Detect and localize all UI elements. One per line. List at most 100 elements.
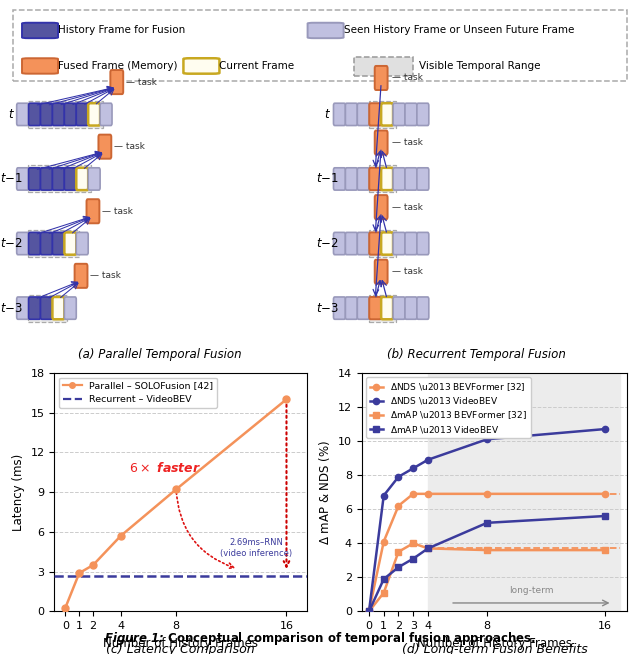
FancyBboxPatch shape xyxy=(29,232,40,254)
FancyBboxPatch shape xyxy=(333,103,346,126)
FancyBboxPatch shape xyxy=(375,195,388,219)
FancyBboxPatch shape xyxy=(100,103,112,126)
Text: Fused Frame (Memory): Fused Frame (Memory) xyxy=(58,61,177,71)
$\Delta$NDS \u2013 BEVFormer [32] xyxy=(395,502,403,509)
FancyBboxPatch shape xyxy=(65,297,76,319)
FancyBboxPatch shape xyxy=(369,168,381,190)
Legend: $\Delta$NDS \u2013 BEVFormer [32], $\Delta$NDS \u2013 VideoBEV, $\Delta$mAP \u20: $\Delta$NDS \u2013 BEVFormer [32], $\Del… xyxy=(366,377,531,438)
Text: $t$: $t$ xyxy=(324,108,332,121)
FancyBboxPatch shape xyxy=(13,10,627,80)
Text: $t{-}3$: $t{-}3$ xyxy=(316,301,339,315)
FancyBboxPatch shape xyxy=(88,103,100,126)
FancyBboxPatch shape xyxy=(28,294,67,322)
FancyBboxPatch shape xyxy=(333,232,346,254)
Text: (c) Latency Comparison: (c) Latency Comparison xyxy=(106,644,255,654)
FancyBboxPatch shape xyxy=(28,101,103,128)
$\Delta$NDS \u2013 VideoBEV xyxy=(395,473,403,481)
FancyBboxPatch shape xyxy=(17,103,29,126)
Text: Seen History Frame or Unseen Future Frame: Seen History Frame or Unseen Future Fram… xyxy=(344,26,574,35)
FancyBboxPatch shape xyxy=(52,232,65,254)
$\Delta$mAP \u2013 VideoBEV xyxy=(365,608,373,615)
FancyBboxPatch shape xyxy=(346,232,357,254)
Text: (b) Recurrent Temporal Fusion: (b) Recurrent Temporal Fusion xyxy=(387,348,566,361)
FancyBboxPatch shape xyxy=(357,232,369,254)
$\Delta$mAP \u2013 VideoBEV xyxy=(483,519,491,526)
FancyBboxPatch shape xyxy=(99,135,111,159)
FancyBboxPatch shape xyxy=(52,297,65,319)
Text: $t{-}2$: $t{-}2$ xyxy=(316,237,339,250)
Text: — task: — task xyxy=(392,267,423,276)
$\Delta$NDS \u2013 VideoBEV xyxy=(365,608,373,615)
FancyBboxPatch shape xyxy=(405,297,417,319)
FancyBboxPatch shape xyxy=(405,103,417,126)
FancyBboxPatch shape xyxy=(76,232,88,254)
$\Delta$mAP \u2013 BEVFormer [32] xyxy=(410,540,417,547)
Text: — task: — task xyxy=(392,138,423,147)
$\Delta$NDS \u2013 BEVFormer [32] xyxy=(410,490,417,498)
Text: History Frame for Fusion: History Frame for Fusion xyxy=(58,26,185,35)
$\Delta$NDS \u2013 VideoBEV xyxy=(410,464,417,472)
X-axis label: Number of History Frames: Number of History Frames xyxy=(417,637,572,650)
FancyBboxPatch shape xyxy=(28,165,92,192)
FancyBboxPatch shape xyxy=(369,294,396,322)
Line: $\Delta$mAP \u2013 VideoBEV: $\Delta$mAP \u2013 VideoBEV xyxy=(366,513,608,615)
Text: 2.69ms–RNN
(video inference): 2.69ms–RNN (video inference) xyxy=(220,538,292,557)
$\Delta$mAP \u2013 BEVFormer [32] xyxy=(395,548,403,556)
$\Delta$mAP \u2013 VideoBEV xyxy=(410,555,417,562)
$\Delta$NDS \u2013 VideoBEV xyxy=(483,436,491,443)
FancyBboxPatch shape xyxy=(346,168,357,190)
FancyBboxPatch shape xyxy=(52,103,65,126)
FancyBboxPatch shape xyxy=(357,297,369,319)
FancyBboxPatch shape xyxy=(40,297,52,319)
Text: (a) Parallel Temporal Fusion: (a) Parallel Temporal Fusion xyxy=(78,348,242,361)
$\Delta$NDS \u2013 VideoBEV xyxy=(424,456,432,464)
FancyBboxPatch shape xyxy=(333,168,346,190)
Text: — task: — task xyxy=(115,142,145,151)
$\Delta$mAP \u2013 VideoBEV xyxy=(395,563,403,571)
Text: $t{-}1$: $t{-}1$ xyxy=(0,173,22,186)
FancyBboxPatch shape xyxy=(110,70,124,94)
FancyBboxPatch shape xyxy=(381,103,393,126)
Text: — task: — task xyxy=(102,207,133,216)
FancyBboxPatch shape xyxy=(65,232,76,254)
FancyBboxPatch shape xyxy=(357,168,369,190)
FancyBboxPatch shape xyxy=(393,103,405,126)
FancyBboxPatch shape xyxy=(40,168,52,190)
FancyBboxPatch shape xyxy=(405,232,417,254)
FancyBboxPatch shape xyxy=(381,168,393,190)
FancyBboxPatch shape xyxy=(346,297,357,319)
FancyBboxPatch shape xyxy=(308,23,344,38)
FancyBboxPatch shape xyxy=(65,168,76,190)
FancyBboxPatch shape xyxy=(369,101,396,128)
FancyBboxPatch shape xyxy=(369,232,381,254)
Text: — task: — task xyxy=(126,78,157,86)
FancyBboxPatch shape xyxy=(52,168,65,190)
Line: $\Delta$mAP \u2013 BEVFormer [32]: $\Delta$mAP \u2013 BEVFormer [32] xyxy=(366,540,608,615)
Text: long-term: long-term xyxy=(509,586,554,594)
Text: Current Frame: Current Frame xyxy=(220,61,294,71)
FancyBboxPatch shape xyxy=(29,103,40,126)
FancyBboxPatch shape xyxy=(417,168,429,190)
Legend: Parallel – SOLOFusion [42], Recurrent – VideoBEV: Parallel – SOLOFusion [42], Recurrent – … xyxy=(59,377,217,408)
$\Delta$NDS \u2013 BEVFormer [32] xyxy=(483,490,491,498)
$\Delta$NDS \u2013 BEVFormer [32] xyxy=(365,608,373,615)
FancyBboxPatch shape xyxy=(417,103,429,126)
FancyBboxPatch shape xyxy=(393,297,405,319)
FancyBboxPatch shape xyxy=(75,264,88,288)
$\Delta$mAP \u2013 VideoBEV xyxy=(424,545,432,553)
FancyBboxPatch shape xyxy=(76,168,88,190)
FancyBboxPatch shape xyxy=(381,297,393,319)
FancyBboxPatch shape xyxy=(17,297,29,319)
FancyBboxPatch shape xyxy=(393,232,405,254)
FancyBboxPatch shape xyxy=(333,297,346,319)
FancyBboxPatch shape xyxy=(375,66,388,90)
$\Delta$mAP \u2013 BEVFormer [32] xyxy=(380,589,388,596)
FancyBboxPatch shape xyxy=(417,232,429,254)
Text: (d) Long-term Fusion Benefits: (d) Long-term Fusion Benefits xyxy=(401,644,588,654)
FancyBboxPatch shape xyxy=(65,103,76,126)
Text: — task: — task xyxy=(392,203,423,212)
Y-axis label: $\Delta$ mAP & NDS (%): $\Delta$ mAP & NDS (%) xyxy=(317,439,332,545)
FancyBboxPatch shape xyxy=(417,297,429,319)
Text: $t{-}2$: $t{-}2$ xyxy=(0,237,22,250)
FancyBboxPatch shape xyxy=(369,103,381,126)
